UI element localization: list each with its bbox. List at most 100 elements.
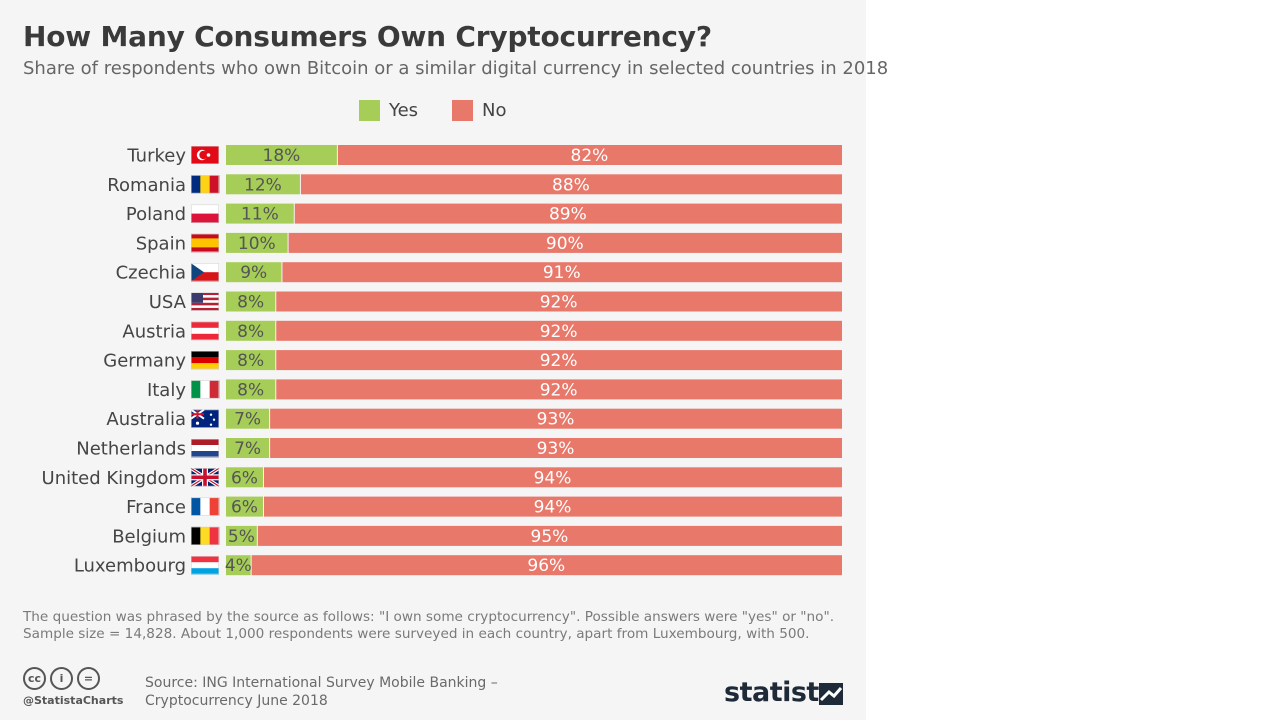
country-flag-icon <box>191 263 219 282</box>
data-label-yes: 11% <box>241 205 279 225</box>
data-label-no: 96% <box>527 556 565 576</box>
data-label-no: 89% <box>549 205 587 225</box>
legend-swatch-yes <box>359 100 380 121</box>
data-label-yes: 8% <box>237 293 264 313</box>
bar-chart: Turkey 18% 82% Romania 12% 88% Poland 11% 89% Spa… <box>42 145 843 577</box>
bar-yes <box>226 145 337 165</box>
bar-yes <box>226 438 270 458</box>
country-flag-icon <box>191 292 219 311</box>
data-label-no: 90% <box>546 234 584 254</box>
data-label-yes: 4% <box>225 556 252 576</box>
bar-no <box>263 496 843 517</box>
country-flag-icon <box>191 556 219 575</box>
country-flag-icon <box>191 439 219 458</box>
data-label-no: 92% <box>540 293 578 313</box>
country-flag-icon <box>191 526 220 545</box>
bar-no <box>276 379 842 400</box>
data-label-no: 93% <box>537 410 575 430</box>
statista-logo-icon <box>819 683 843 705</box>
country-label: Czechia <box>116 263 186 284</box>
country-flag-icon <box>191 175 220 194</box>
bar-no <box>263 467 843 488</box>
data-label-no: 92% <box>540 322 578 342</box>
cc-icon: cc <box>23 667 46 690</box>
legend-item-no: No <box>452 100 506 121</box>
bar-yes <box>226 320 276 341</box>
bar-no <box>282 262 842 283</box>
source-line: Cryptocurrency June 2018 <box>145 693 328 709</box>
data-label-no: 88% <box>552 175 590 195</box>
bar-yes <box>226 174 300 195</box>
bar-no <box>337 145 842 165</box>
bar-yes <box>226 496 263 517</box>
license-icons: cc i = <box>23 667 100 690</box>
country-flag-icon <box>190 408 219 428</box>
bar-yes <box>226 350 276 371</box>
note-line: Sample size = 14,828. About 1,000 respon… <box>23 626 810 642</box>
data-label-yes: 8% <box>237 380 264 400</box>
country-flag-icon <box>191 146 219 164</box>
data-label-yes: 5% <box>228 527 255 547</box>
country-label: Italy <box>147 380 186 401</box>
legend-item-yes: Yes <box>359 100 418 121</box>
bar-no <box>270 438 842 458</box>
country-flag-icon <box>191 321 219 341</box>
country-label: Turkey <box>126 146 186 167</box>
country-flag-icon <box>191 204 219 223</box>
chart-title: How Many Consumers Own Cryptocurrency? <box>23 20 712 53</box>
legend-swatch-no <box>452 100 473 121</box>
data-label-yes: 7% <box>234 410 261 430</box>
data-label-no: 94% <box>534 498 572 518</box>
country-flag-icon <box>191 233 219 253</box>
chart-notes: The question was phrased by the source a… <box>23 609 843 643</box>
bar-yes <box>226 232 288 253</box>
country-label: United Kingdom <box>42 468 186 489</box>
data-label-no: 92% <box>540 380 578 400</box>
country-label: Austria <box>122 321 186 342</box>
country-label: USA <box>149 292 187 313</box>
country-flag-icon <box>191 351 219 370</box>
bar-yes <box>226 291 276 312</box>
data-label-yes: 6% <box>231 468 258 488</box>
country-label: Poland <box>126 204 186 225</box>
country-label: Belgium <box>112 526 186 547</box>
chart-subtitle: Share of respondents who own Bitcoin or … <box>23 58 889 79</box>
by-icon: i <box>50 667 73 690</box>
country-label: France <box>126 497 186 518</box>
country-flag-icon <box>190 466 220 488</box>
social-handle: @StatistaCharts <box>23 694 124 707</box>
bar-yes <box>226 555 251 576</box>
bar-yes <box>226 467 263 488</box>
country-flag-icon <box>191 497 220 516</box>
data-label-yes: 9% <box>240 263 267 283</box>
statista-logo-text: statista <box>724 677 837 708</box>
bar-no <box>276 350 842 371</box>
data-label-no: 95% <box>531 527 569 547</box>
bar-yes <box>226 379 276 400</box>
infographic-card: How Many Consumers Own Cryptocurrency? S… <box>23 20 889 709</box>
data-label-no: 92% <box>540 351 578 371</box>
data-label-yes: 8% <box>237 322 264 342</box>
country-label: Germany <box>103 351 186 372</box>
source-line: Source: ING International Survey Mobile … <box>145 675 498 691</box>
data-label-yes: 12% <box>244 175 282 195</box>
bar-no <box>294 203 842 224</box>
country-label: Spain <box>136 233 186 254</box>
bar-no <box>257 525 842 546</box>
bar-no <box>276 320 842 341</box>
bar-yes <box>226 408 270 429</box>
legend-label-yes: Yes <box>389 100 419 121</box>
data-label-yes: 8% <box>237 351 264 371</box>
bar-no <box>251 555 842 576</box>
bar-no <box>300 174 842 195</box>
bar-no <box>288 232 843 253</box>
country-label: Netherlands <box>76 439 186 460</box>
data-label-yes: 10% <box>238 234 276 254</box>
country-label: Luxembourg <box>74 556 186 577</box>
data-label-no: 93% <box>537 439 575 459</box>
bar-yes <box>226 525 257 546</box>
bar-yes <box>226 203 294 224</box>
legend-label-no: No <box>482 100 507 121</box>
bar-yes <box>226 262 282 283</box>
data-label-no: 82% <box>571 146 609 166</box>
